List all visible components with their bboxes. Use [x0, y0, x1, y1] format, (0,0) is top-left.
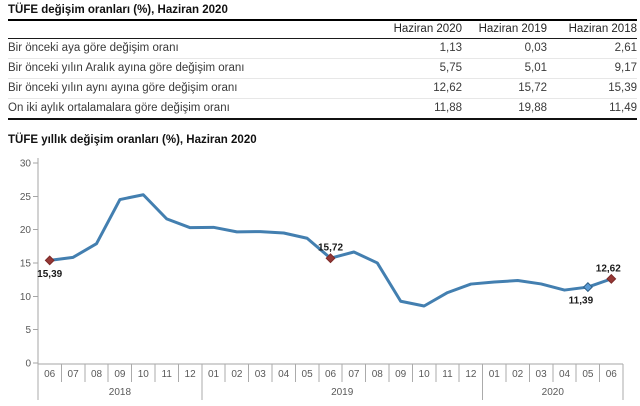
cell-value: 15,39 — [547, 78, 637, 99]
month-label: 10 — [419, 369, 431, 380]
cell-value: 2,61 — [614, 42, 637, 54]
column-header: Haziran 2018 — [547, 21, 637, 39]
data-point-label: 11,39 — [569, 296, 594, 307]
month-label: 06 — [44, 369, 56, 380]
month-label: 10 — [138, 369, 150, 380]
table-row: On iki aylık ortalamalara göre değişim o… — [8, 98, 637, 120]
y-axis-tick-label: 0 — [25, 359, 31, 370]
month-label: 07 — [348, 369, 360, 380]
data-point-marker — [606, 273, 617, 284]
table-row: Bir önceki aya göre değişim oranı 1,13 0,0… — [8, 39, 637, 59]
month-label: 02 — [512, 369, 524, 380]
cell-value: 9,17 — [547, 58, 637, 79]
month-label: 04 — [278, 369, 290, 380]
month-label: 12 — [465, 369, 477, 380]
year-label: 2018 — [109, 387, 132, 398]
table-title: TÜFE değişim oranları (%), Haziran 2020 — [8, 0, 637, 21]
data-point-label: 12,62 — [596, 263, 621, 274]
cell-value: 15,72 — [462, 78, 547, 99]
chart-title: TÜFE yıllık değişim oranları (%), Hazira… — [8, 134, 257, 146]
row-label: Bir önceki yılın Aralık ayına göre değiş… — [8, 58, 374, 79]
month-label: 08 — [372, 369, 384, 380]
y-axis-tick-label: 25 — [20, 192, 32, 203]
month-label: 03 — [255, 369, 267, 380]
month-label: 05 — [302, 369, 314, 380]
cell-value: 1,13 — [439, 42, 462, 54]
month-label: 01 — [208, 369, 220, 380]
month-label: 05 — [582, 369, 594, 380]
y-axis-tick-label: 30 — [20, 159, 32, 170]
cell-value: 19,88 — [462, 98, 547, 120]
year-label: 2019 — [331, 387, 354, 398]
data-point-marker — [44, 255, 55, 266]
month-label: 11 — [162, 369, 173, 380]
table-header-row: Haziran 2020 Haziran 2019 Haziran 2018 — [8, 21, 637, 39]
y-axis-tick-label: 10 — [20, 292, 32, 303]
y-axis-tick-label: 5 — [25, 325, 31, 336]
column-header: Haziran 2020 — [374, 21, 462, 39]
row-label-column-header — [8, 21, 374, 39]
table-row: Bir önceki yılın Aralık ayına göre değiş… — [8, 58, 637, 79]
month-label: 01 — [489, 369, 501, 380]
data-point-marker — [325, 253, 336, 264]
month-label: 08 — [91, 369, 103, 380]
y-axis-tick-label: 20 — [20, 225, 32, 236]
cell-value: 0,03 — [524, 42, 547, 54]
cell-value: 12,62 — [374, 78, 462, 99]
month-label: 07 — [68, 369, 80, 380]
month-label: 12 — [185, 369, 197, 380]
year-label: 2020 — [542, 387, 565, 398]
row-label: Bir önceki yılın aynı ayına göre değişim… — [8, 78, 374, 99]
data-point-marker — [582, 282, 593, 293]
month-label: 03 — [536, 369, 548, 380]
cell-value: 11,49 — [547, 98, 637, 120]
month-label: 06 — [325, 369, 337, 380]
cell-value: 5,01 — [462, 58, 547, 79]
month-label: 02 — [231, 369, 243, 380]
month-label: 09 — [395, 369, 407, 380]
row-label: Bir önceki aya göre değişim oranı — [8, 42, 179, 54]
cpi-change-table: Haziran 2020 Haziran 2019 Haziran 2018 Bir… — [8, 21, 637, 120]
column-header: Haziran 2019 — [462, 21, 547, 39]
data-point-label: 15,39 — [37, 269, 62, 280]
table-row: Bir önceki yılın aynı ayına göre değişim… — [8, 78, 637, 99]
data-point-label: 15,72 — [318, 243, 343, 254]
cell-value: 5,75 — [374, 58, 462, 79]
y-axis-tick-label: 15 — [20, 259, 32, 270]
month-label: 09 — [114, 369, 126, 380]
row-label: On iki aylık ortalamalara göre değişim o… — [8, 98, 374, 120]
month-label: 11 — [442, 369, 453, 380]
cell-value: 11,88 — [374, 98, 462, 120]
month-label: 04 — [559, 369, 571, 380]
month-label: 06 — [606, 369, 618, 380]
